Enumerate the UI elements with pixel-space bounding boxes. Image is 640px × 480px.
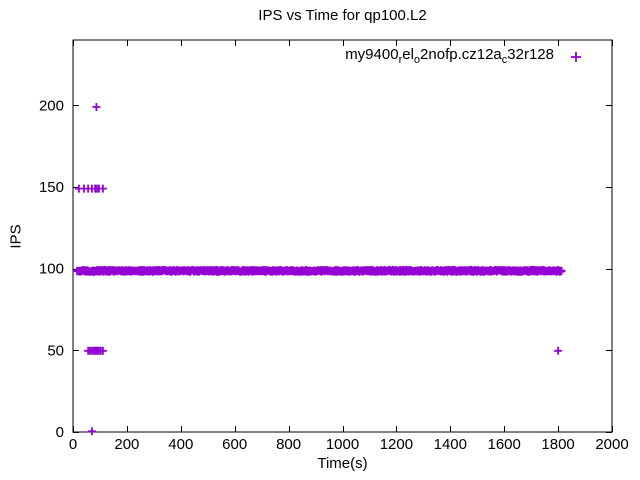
x-tick-label: 2000 xyxy=(595,436,628,453)
x-tick-label: 1400 xyxy=(434,436,467,453)
x-tick-label: 200 xyxy=(114,436,139,453)
data-points-plus-markers xyxy=(73,103,566,436)
x-tick-label: 800 xyxy=(276,436,301,453)
x-tick-label: 1800 xyxy=(541,436,574,453)
legend: my9400relo2nofp.cz12ac32r128 xyxy=(345,45,582,66)
x-tick-label: 400 xyxy=(168,436,193,453)
y-tick-label: 200 xyxy=(39,97,64,114)
x-tick-label: 1200 xyxy=(380,436,413,453)
y-axis-label: IPS xyxy=(7,224,25,249)
y-tick-label: 150 xyxy=(39,179,64,196)
legend-series-label: my9400relo2nofp.cz12ac32r128 xyxy=(345,45,554,66)
x-tick-label: 0 xyxy=(69,436,77,453)
plot-border xyxy=(72,39,613,433)
plus-marker-icon xyxy=(571,52,581,62)
x-tick-label: 1600 xyxy=(488,436,521,453)
y-tick-label: 50 xyxy=(47,342,64,359)
x-axis-label: Time(s) xyxy=(317,455,368,472)
x-tick-label: 1000 xyxy=(326,436,359,453)
x-tick-label: 600 xyxy=(222,436,247,453)
chart-title: IPS vs Time for qp100.L2 xyxy=(258,7,427,24)
y-tick-label: 0 xyxy=(56,424,64,441)
y-tick-label: 100 xyxy=(39,261,64,278)
